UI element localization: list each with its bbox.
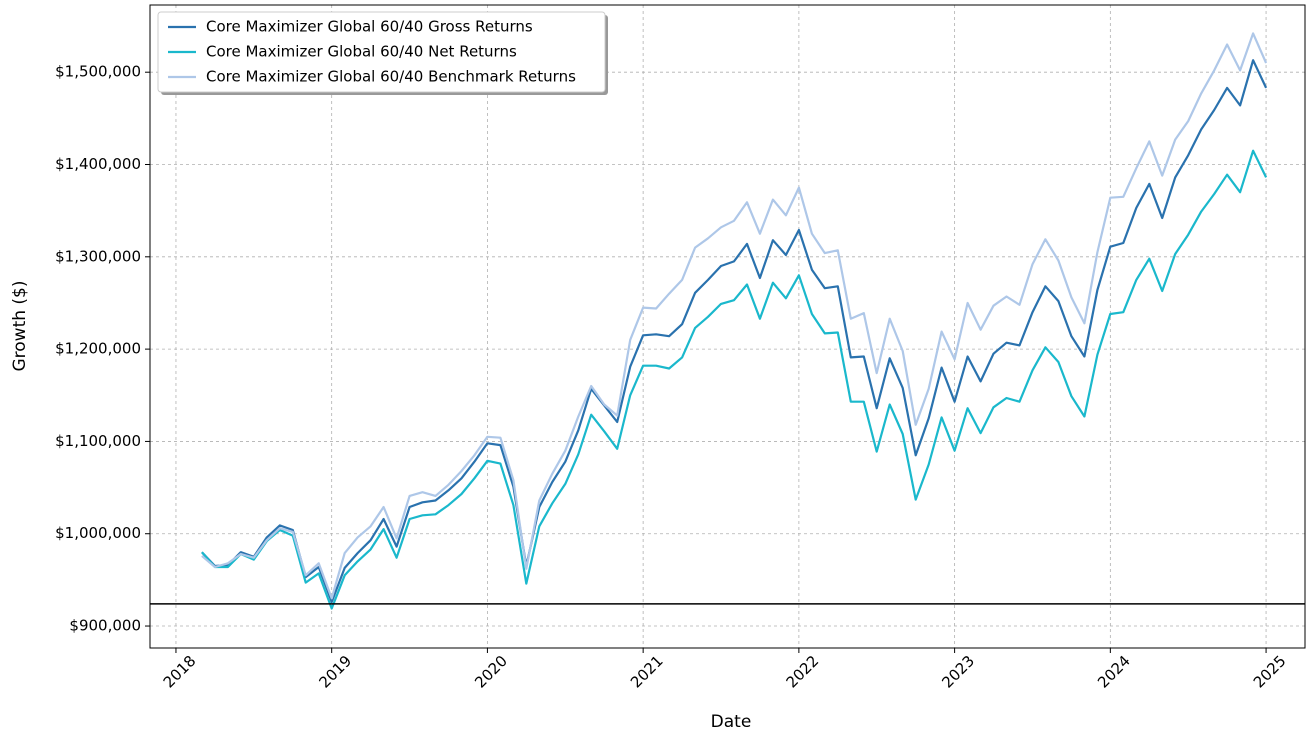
legend-label: Core Maximizer Global 60/40 Benchmark Re… (206, 68, 576, 86)
x-tick-label: 2023 (938, 652, 978, 692)
legend-label: Core Maximizer Global 60/40 Gross Return… (206, 18, 533, 36)
x-tick-label: 2020 (471, 652, 511, 692)
x-tick-label: 2018 (160, 652, 200, 692)
x-tick-label: 2022 (783, 652, 823, 692)
y-tick-label: $1,000,000 (55, 524, 141, 542)
plot-frame (149, 4, 1306, 649)
x-tick-label: 2021 (627, 652, 667, 692)
x-tick-label: 2019 (315, 652, 355, 692)
legend-box (157, 11, 606, 93)
x-tick-label: 2025 (1250, 652, 1290, 692)
y-tick-label: $900,000 (69, 617, 141, 635)
x-axis-label: Date (711, 712, 752, 731)
y-tick-label: $1,500,000 (55, 63, 141, 81)
series-line (201, 149, 1268, 610)
y-tick-label: $1,100,000 (55, 432, 141, 450)
y-tick-label: $1,200,000 (55, 340, 141, 358)
legend: Core Maximizer Global 60/40 Gross Return… (157, 11, 608, 95)
legend-label: Core Maximizer Global 60/40 Net Returns (206, 43, 517, 61)
series-line (201, 59, 1268, 604)
y-axis-label: Growth ($) (10, 280, 30, 371)
y-tick-label: $1,400,000 (55, 155, 141, 173)
series-line (201, 32, 1268, 600)
x-tick-label: 2024 (1094, 652, 1134, 692)
y-tick-label: $1,300,000 (55, 247, 141, 265)
